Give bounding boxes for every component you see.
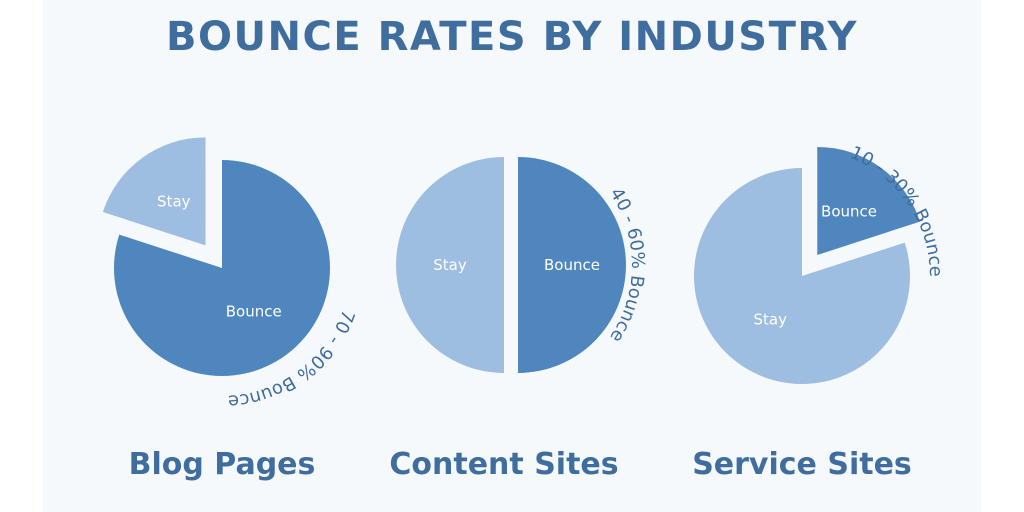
bounce-slice-label: Bounce: [544, 256, 600, 274]
bounce-slice-label: Bounce: [821, 202, 877, 220]
chart-background: [43, 0, 981, 512]
stay-slice: [102, 137, 206, 246]
pie-caption: Blog Pages: [129, 447, 316, 482]
bounce-slice: [817, 146, 920, 255]
bounce-slice: [518, 157, 626, 373]
stay-slice-label: Stay: [754, 311, 788, 329]
stay-slice-label: Stay: [157, 193, 191, 211]
chart-title: BOUNCE RATES BY INDUSTRY: [166, 14, 858, 60]
bounce-slice-label: Bounce: [226, 303, 282, 321]
stay-slice: [396, 157, 504, 373]
pie-caption: Content Sites: [389, 447, 618, 482]
stay-slice-label: Stay: [433, 256, 467, 274]
stay-slice: [694, 168, 910, 384]
pie-caption: Service Sites: [692, 447, 912, 482]
bounce-slice: [113, 160, 330, 377]
